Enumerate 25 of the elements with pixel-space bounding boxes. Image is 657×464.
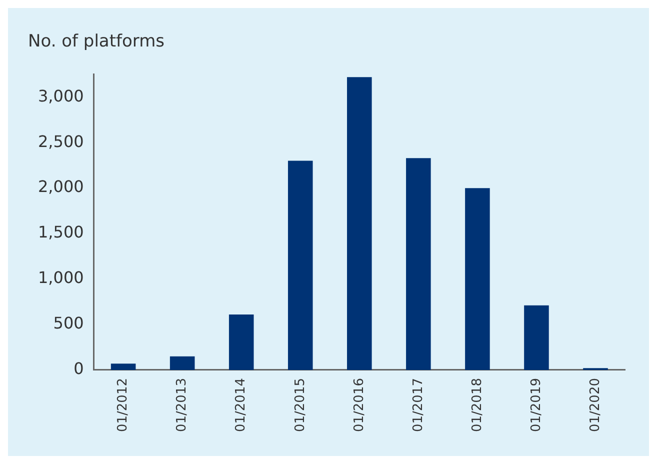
bar bbox=[228, 314, 254, 370]
y-axis-title: No. of platforms bbox=[28, 32, 165, 52]
x-tick-label: 01/2016 bbox=[352, 378, 367, 432]
x-tick-label: 01/2014 bbox=[234, 378, 249, 432]
bar bbox=[170, 356, 195, 370]
bar bbox=[465, 188, 490, 370]
x-tick-label: 01/2015 bbox=[292, 378, 308, 432]
bar bbox=[347, 77, 372, 370]
y-tick-label: 0 bbox=[74, 359, 84, 378]
x-tick-label: 01/2012 bbox=[116, 378, 131, 432]
bar bbox=[288, 160, 313, 370]
x-tick-label: 01/2017 bbox=[410, 378, 426, 432]
y-tick-label: 500 bbox=[53, 314, 84, 333]
y-tick-label: 2,000 bbox=[38, 177, 84, 196]
bar bbox=[406, 158, 431, 370]
y-tick-label: 3,000 bbox=[38, 86, 84, 106]
x-tick-label: 01/2013 bbox=[174, 378, 190, 432]
bar bbox=[110, 364, 136, 370]
y-tick-label: 1,500 bbox=[38, 222, 84, 242]
x-tick-label: 01/2020 bbox=[588, 378, 603, 432]
y-tick-label: 1,000 bbox=[38, 268, 84, 288]
x-tick-label: 01/2018 bbox=[470, 378, 485, 432]
bar bbox=[524, 305, 549, 370]
x-tick-label: 01/2019 bbox=[528, 378, 544, 432]
y-tick-label: 2,500 bbox=[38, 132, 84, 151]
